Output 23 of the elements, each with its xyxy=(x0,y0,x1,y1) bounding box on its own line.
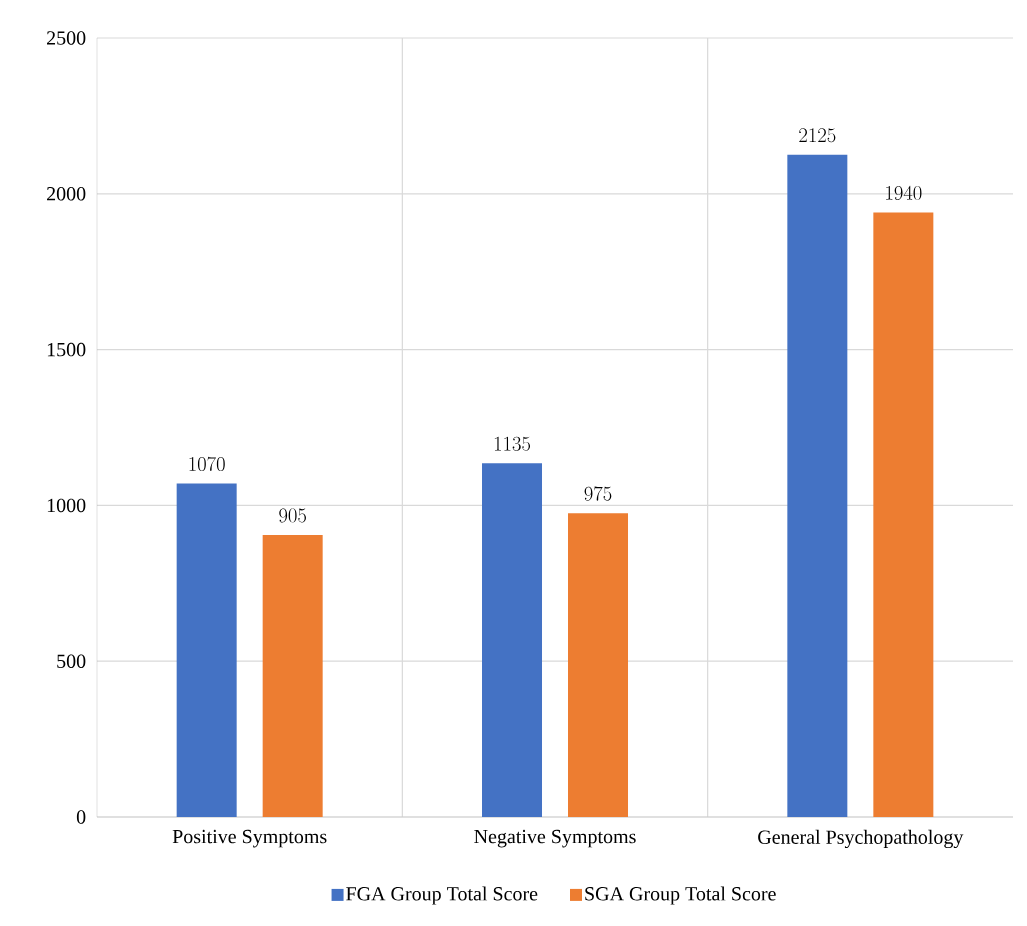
legend-label: SGA Group Total Score xyxy=(585,886,776,905)
y-tick-label: 2000 xyxy=(47,187,86,201)
data-label: 2125 xyxy=(799,128,836,143)
y-tick-label: 1000 xyxy=(47,498,86,513)
y-tick-label: 0 xyxy=(76,810,86,824)
bar xyxy=(568,513,628,817)
data-label: 1940 xyxy=(886,185,922,200)
bar xyxy=(262,535,323,817)
data-label: 1135 xyxy=(494,436,531,451)
x-tick-label: Positive Symptoms xyxy=(172,829,327,848)
data-label: 975 xyxy=(584,486,612,501)
y-tick-label: 500 xyxy=(57,654,86,668)
data-label: 1070 xyxy=(189,456,225,472)
data-label: 905 xyxy=(279,508,306,523)
legend-label: FGA Group Total Score xyxy=(346,886,538,905)
bar xyxy=(176,483,237,817)
bar xyxy=(787,154,848,817)
x-tick-label: Negative Symptoms xyxy=(474,829,636,848)
x-tick-label: General Psychopathology xyxy=(758,829,964,849)
y-tick-label: 1500 xyxy=(47,342,86,357)
bar xyxy=(482,463,542,817)
bar xyxy=(873,212,934,817)
y-tick-label: 2500 xyxy=(47,31,86,45)
